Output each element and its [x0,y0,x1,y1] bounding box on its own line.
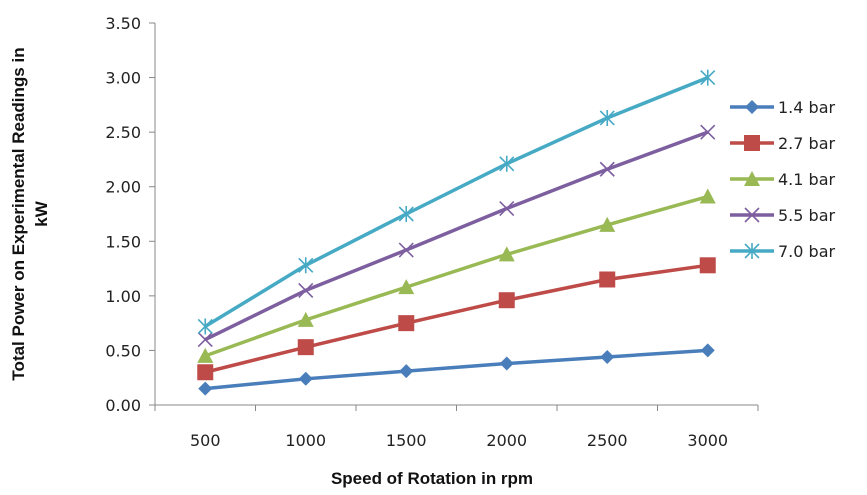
series-7-0-bar [197,69,716,335]
x-axis-title: Speed of Rotation in rpm [331,469,533,488]
x-tick-label: 500 [190,431,221,450]
data-point [197,364,214,381]
x-axis-ticks: 500 1000 1500 2000 2500 3000 [154,405,759,450]
legend-marker [744,171,760,186]
legend-item: 2.7 bar [730,134,835,153]
data-point [398,206,414,222]
data-point [499,356,514,371]
data-point [197,318,213,335]
y-tick-label: 3.50 [105,14,141,33]
data-point [699,188,716,204]
data-point [198,381,213,396]
data-point [298,371,313,386]
data-point [197,347,214,363]
legend-item: 7.0 bar [730,242,835,261]
data-point [700,343,715,358]
series-line [204,75,709,328]
data-point [498,246,515,262]
legend-label: 7.0 bar [778,242,835,261]
y-axis-title-line-2: kW [32,200,51,226]
data-point [599,109,615,126]
data-point [599,271,616,288]
legend-label: 1.4 bar [778,98,835,117]
series-line [205,348,708,391]
y-tick-label: 1.00 [105,287,141,306]
x-tick-label: 1500 [386,431,427,450]
series-line [204,130,709,342]
y-axis-title-line-1: Total Power on Experimental Readings in [9,47,28,380]
y-tick-label: 3.00 [105,69,141,88]
data-point [399,364,414,379]
data-point [197,331,213,348]
legend-marker [745,100,759,114]
legend-marker [744,243,760,259]
legend-item: 5.5 bar [730,206,835,225]
data-point [297,339,314,356]
data-point [298,257,314,274]
data-point [499,200,515,217]
y-tick-label: 2.50 [105,123,141,142]
data-point [700,69,716,86]
legend-marker [744,207,760,223]
y-axis-ticks: 0.00 0.50 1.00 1.50 2.00 2.50 3.00 3.50 [105,14,155,415]
data-point [700,124,716,140]
x-tick-label: 3000 [687,431,728,450]
data-point [699,257,716,274]
series-4-1-bar [197,188,716,363]
series-line [204,194,709,358]
legend-item: 1.4 bar [730,98,835,117]
data-point [298,282,314,298]
legend-label: 2.7 bar [778,134,835,153]
y-tick-label: 2.00 [105,178,141,197]
data-point [398,279,415,295]
series-1-4-bar [198,343,715,396]
legend-item: 4.1 bar [730,170,835,189]
y-tick-label: 1.50 [105,232,141,251]
legend-label: 4.1 bar [778,170,835,189]
series-line [204,263,708,374]
data-point [398,242,414,258]
data-point [297,311,314,327]
data-point [499,155,515,172]
series-layer [197,69,716,396]
legend: 1.4 bar 2.7 bar 4.1 bar 5.5 bar 7.0 bar [730,98,835,261]
y-tick-label: 0.50 [105,341,141,360]
data-point [498,292,515,309]
series-2-7-bar [197,257,716,381]
data-point [398,315,415,332]
y-axis-title: Total Power on Experimental Readings in … [9,47,51,380]
data-point [600,349,615,364]
x-tick-label: 1000 [285,431,326,450]
legend-marker [744,135,760,151]
data-point [599,216,616,232]
x-tick-label: 2000 [486,431,527,450]
data-point [599,161,615,177]
legend-label: 5.5 bar [778,206,835,225]
series-5-5-bar [197,124,716,348]
y-tick-label: 0.00 [105,396,141,415]
x-tick-label: 2500 [587,431,628,450]
